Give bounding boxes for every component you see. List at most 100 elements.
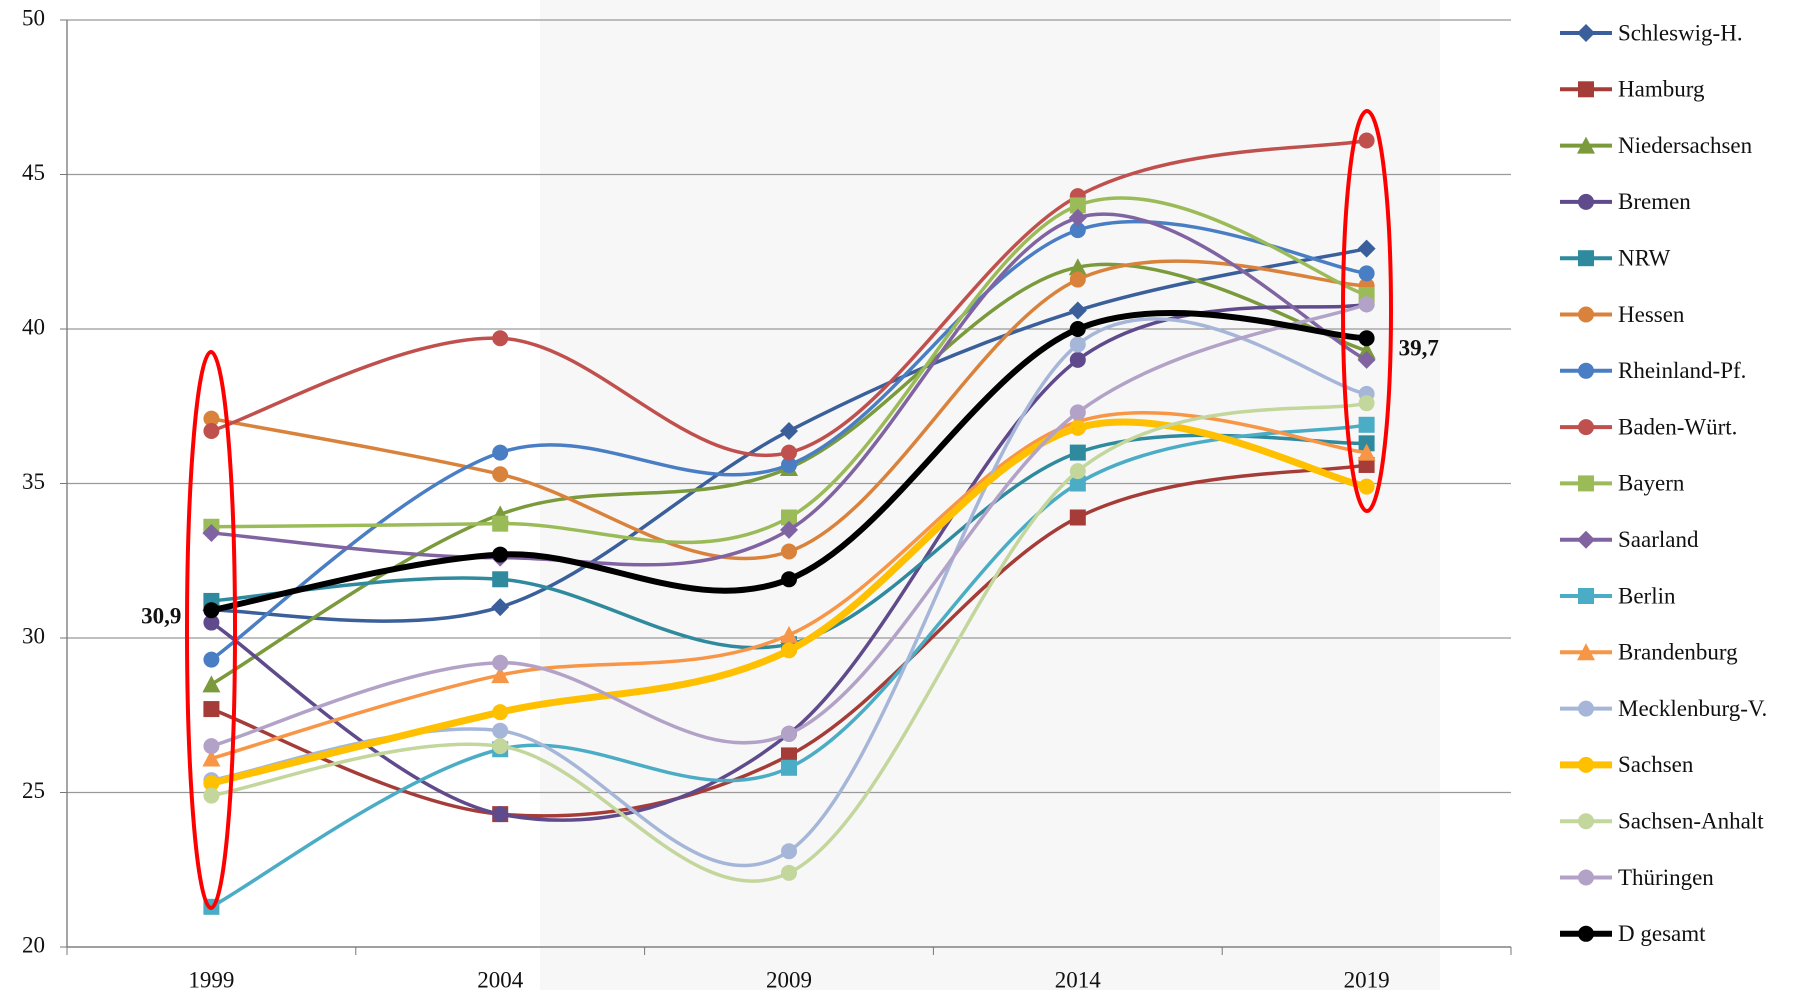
y-tick-label: 35 xyxy=(22,469,45,494)
highlight-ellipse xyxy=(1341,109,1393,513)
data-point xyxy=(492,806,509,823)
data-point xyxy=(781,747,797,764)
data-point xyxy=(203,738,220,755)
legend-marker xyxy=(1578,700,1594,717)
legend-label: Bremen xyxy=(1618,189,1691,214)
y-tick-label: 45 xyxy=(22,160,45,185)
data-point xyxy=(492,722,509,739)
legend: Schleswig-H. Hamburg Niedersachsen Bremen NR… xyxy=(1560,20,1767,946)
y-tick-label: 30 xyxy=(22,623,45,648)
y-tick-label: 25 xyxy=(22,778,45,803)
value-label: 30,9 xyxy=(141,603,181,628)
legend-marker xyxy=(1578,81,1594,98)
legend-label: NRW xyxy=(1618,245,1671,270)
data-point xyxy=(492,466,509,483)
x-tick-label: 2019 xyxy=(1344,967,1390,990)
data-point xyxy=(781,725,797,742)
data-point xyxy=(1069,404,1086,421)
legend-marker xyxy=(1577,643,1595,661)
data-point xyxy=(1358,478,1375,495)
data-point xyxy=(780,520,798,539)
legend-marker xyxy=(1578,475,1594,492)
data-point xyxy=(492,738,509,755)
data-point xyxy=(1358,416,1375,433)
data-point xyxy=(203,602,220,619)
legend-label: Berlin xyxy=(1618,583,1676,608)
data-point xyxy=(1069,351,1086,368)
data-point xyxy=(1358,456,1375,473)
data-point xyxy=(491,666,510,684)
data-point xyxy=(781,444,797,461)
data-point xyxy=(1358,132,1375,149)
data-point xyxy=(203,651,220,668)
data-point xyxy=(1068,208,1087,227)
legend-label: Brandenburg xyxy=(1618,640,1738,665)
data-point xyxy=(492,654,509,671)
data-point xyxy=(491,598,510,617)
data-point xyxy=(780,421,798,440)
legend-label: Mecklenburg-V. xyxy=(1618,696,1767,721)
legend-marker xyxy=(1578,419,1594,436)
data-point xyxy=(492,546,509,563)
data-point xyxy=(203,614,220,631)
data-point xyxy=(1068,301,1087,320)
x-tick-label: 1999 xyxy=(188,967,234,990)
legend-marker xyxy=(1578,362,1594,379)
y-tick-label: 20 xyxy=(22,932,45,957)
data-point xyxy=(203,410,220,427)
legend-label: Hessen xyxy=(1618,302,1685,327)
legend-marker xyxy=(1578,813,1594,830)
legend-marker xyxy=(1578,756,1594,773)
data-point xyxy=(203,787,220,804)
data-point xyxy=(1069,475,1086,492)
data-point xyxy=(1358,435,1375,452)
data-point xyxy=(1069,321,1086,337)
data-point xyxy=(781,456,797,473)
legend-marker xyxy=(1577,24,1595,42)
data-point xyxy=(1357,341,1376,359)
data-point xyxy=(492,704,509,721)
legend-label: Sachsen-Anhalt xyxy=(1618,808,1764,833)
highlight-ellipse xyxy=(185,350,237,910)
series-line xyxy=(211,196,1368,545)
legend-label: Rheinland-Pf. xyxy=(1618,358,1746,383)
legend-label: Thüringen xyxy=(1618,865,1714,890)
data-point xyxy=(781,642,797,659)
data-point xyxy=(1357,350,1376,369)
data-point xyxy=(1069,271,1086,288)
data-point xyxy=(203,422,220,439)
x-tick-label: 2009 xyxy=(766,967,812,990)
data-point xyxy=(1069,419,1086,436)
series-line xyxy=(211,212,1368,567)
legend-label: Schleswig-H. xyxy=(1618,20,1743,45)
value-label: 39,7 xyxy=(1399,336,1439,361)
legend-label: Saarland xyxy=(1618,527,1699,552)
lines: 30,9 39,7 xyxy=(141,132,1439,915)
legend-marker xyxy=(1578,193,1594,210)
legend-marker xyxy=(1578,869,1594,886)
data-point xyxy=(781,543,797,560)
y-tick-label: 40 xyxy=(22,314,45,339)
series-line xyxy=(210,302,1367,822)
data-point xyxy=(492,571,509,588)
data-point xyxy=(1069,444,1086,461)
x-tick-label: 2004 xyxy=(477,967,524,990)
data-point xyxy=(1358,265,1375,282)
data-point xyxy=(781,843,797,860)
data-point xyxy=(780,625,798,643)
legend-label: Hamburg xyxy=(1618,77,1705,102)
data-point xyxy=(1358,296,1375,313)
legend-label: D gesamt xyxy=(1618,921,1706,946)
data-point xyxy=(1357,239,1376,258)
data-point xyxy=(781,759,797,776)
data-point xyxy=(1358,330,1375,347)
data-point xyxy=(1069,197,1086,214)
data-point xyxy=(202,749,221,767)
data-point xyxy=(1069,222,1086,239)
legend-label: Bayern xyxy=(1618,471,1685,496)
x-tick-label: 2014 xyxy=(1055,967,1102,990)
legend-marker xyxy=(1577,136,1595,154)
data-point xyxy=(202,523,221,542)
data-point xyxy=(202,675,221,693)
